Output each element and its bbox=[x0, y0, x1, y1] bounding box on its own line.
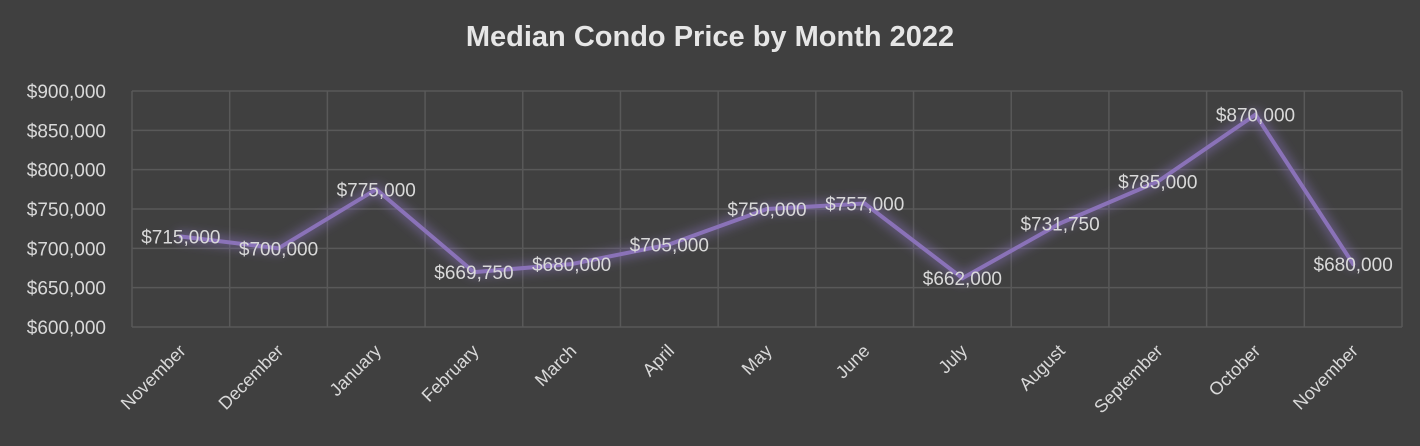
data-point bbox=[1155, 179, 1160, 184]
x-tick-label: August bbox=[1015, 341, 1069, 395]
data-label: $775,000 bbox=[337, 180, 416, 201]
data-point bbox=[765, 207, 769, 211]
data-label: $680,000 bbox=[1314, 255, 1393, 276]
x-tick-label: June bbox=[832, 341, 874, 383]
y-tick-label: $750,000 bbox=[27, 200, 106, 221]
data-point bbox=[1253, 112, 1258, 117]
data-point bbox=[960, 276, 965, 281]
y-axis-ticks: $600,000 $650,000 $700,000 $750,000 $800,000… bbox=[27, 82, 106, 339]
series-line-group bbox=[175, 109, 1359, 284]
data-labels: $715,000 $700,000 $775,000 $669,750 $680,000… bbox=[141, 106, 1393, 291]
data-label: $680,000 bbox=[532, 255, 611, 276]
x-tick-label: May bbox=[738, 341, 776, 379]
data-point bbox=[374, 187, 379, 192]
x-tick-label: November bbox=[1289, 341, 1362, 414]
data-label: $662,000 bbox=[923, 269, 1002, 290]
y-tick-label: $700,000 bbox=[27, 239, 106, 260]
data-label: $715,000 bbox=[141, 228, 220, 249]
y-tick-label: $900,000 bbox=[27, 82, 106, 103]
x-tick-label: March bbox=[531, 341, 581, 391]
y-tick-label: $650,000 bbox=[27, 279, 106, 300]
data-label: $731,750 bbox=[1020, 214, 1099, 235]
x-tick-label: November bbox=[117, 341, 190, 414]
x-tick-label: January bbox=[326, 341, 385, 400]
data-label: $870,000 bbox=[1216, 106, 1295, 127]
y-tick-label: $850,000 bbox=[27, 121, 106, 142]
x-axis-ticks: November December January February March Apri… bbox=[117, 341, 1362, 417]
data-point bbox=[1058, 221, 1063, 226]
x-tick-label: July bbox=[934, 341, 971, 378]
x-tick-label: September bbox=[1090, 341, 1166, 417]
data-point bbox=[862, 201, 867, 206]
data-point bbox=[178, 234, 183, 239]
x-tick-label: October bbox=[1205, 341, 1264, 400]
data-label: $669,750 bbox=[434, 263, 513, 284]
data-label: $757,000 bbox=[825, 194, 904, 215]
data-point bbox=[1351, 262, 1356, 267]
data-point bbox=[471, 270, 476, 275]
data-point bbox=[276, 246, 281, 251]
x-tick-label: February bbox=[418, 341, 483, 406]
y-tick-label: $800,000 bbox=[27, 161, 106, 182]
data-label: $750,000 bbox=[727, 200, 806, 221]
gridlines bbox=[131, 90, 1403, 328]
x-tick-label: April bbox=[639, 341, 679, 381]
y-tick-label: $600,000 bbox=[27, 318, 106, 339]
data-label: $785,000 bbox=[1118, 172, 1197, 193]
x-tick-label: December bbox=[215, 341, 288, 414]
data-point bbox=[569, 262, 574, 267]
chart-title: Median Condo Price by Month 2022 bbox=[466, 21, 954, 53]
data-point bbox=[667, 242, 672, 247]
data-label: $700,000 bbox=[239, 239, 318, 260]
data-label: $705,000 bbox=[630, 235, 709, 256]
